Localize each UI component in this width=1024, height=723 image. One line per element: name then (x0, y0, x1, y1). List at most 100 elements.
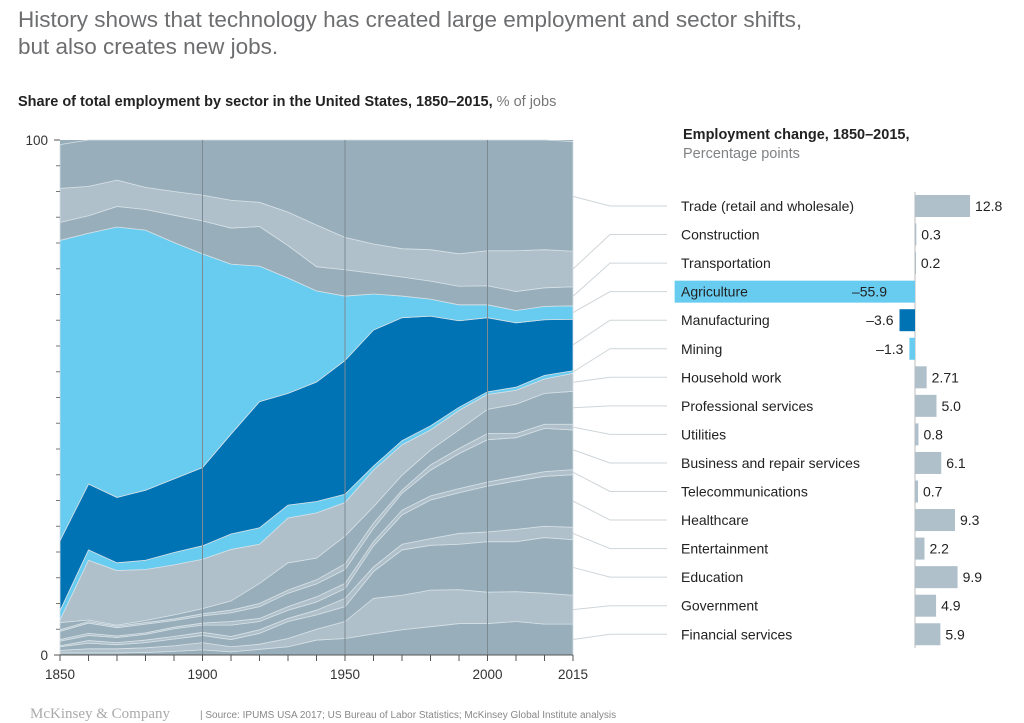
leader-line (572, 605, 667, 611)
bar-value-label: 5.9 (945, 626, 965, 642)
area-trade-retail-and-wholesale- (59, 139, 574, 255)
x-tick-label: 1850 (45, 667, 75, 682)
bar-category-label: Agriculture (681, 284, 748, 300)
bar-value-label: 2.2 (929, 541, 949, 557)
mckinsey-logo: McKinsey & Company (30, 706, 170, 722)
x-tick-label: 2000 (472, 667, 502, 682)
y-tick-label: 100 (25, 133, 48, 148)
bar-row: Professional services 5.0 (681, 394, 962, 417)
bar-row: Entertainment 2.2 (681, 537, 949, 560)
bar (909, 337, 915, 360)
stacked-area-plot (59, 139, 574, 656)
bar-category-label: Mining (681, 341, 722, 357)
bar (915, 480, 919, 503)
bar (899, 309, 915, 332)
x-tick-label: 2015 (558, 667, 588, 682)
bar-row: Telecommunications 0.7 (681, 480, 943, 503)
bar-category-label: Utilities (681, 426, 726, 442)
bar-value-label: 0.2 (921, 255, 941, 271)
bar-value-label: –55.9 (852, 284, 887, 300)
bar-value-label: 2.71 (932, 369, 959, 385)
leader-line (572, 195, 667, 207)
bar-row: Household work 2.71 (681, 366, 959, 389)
bar-value-label: 6.1 (946, 455, 966, 471)
bar (915, 509, 955, 532)
bar-value-label: 0.8 (923, 426, 943, 442)
bar (915, 566, 958, 589)
bar-row: Healthcare 9.3 (681, 509, 980, 532)
bar-chart-unit: Percentage points (683, 146, 800, 162)
leader-line (572, 471, 667, 492)
bar (915, 394, 937, 417)
bar (915, 537, 925, 560)
leader-line (572, 291, 667, 313)
bar-row: Business and repair services 6.1 (681, 451, 966, 474)
bar-value-label: 4.9 (941, 598, 961, 614)
bar-value-label: 0.7 (923, 484, 943, 500)
source-note: | Source: IPUMS USA 2017; US Bureau of L… (200, 710, 617, 721)
bar-row: Education 9.9 (681, 566, 983, 589)
leader-line (572, 500, 667, 521)
bar-category-label: Entertainment (681, 541, 768, 557)
bar-category-label: Household work (681, 369, 782, 385)
bar-category-label: Trade (retail and wholesale) (681, 198, 854, 214)
y-tick-label: 0 (40, 648, 48, 663)
leader-line (572, 319, 667, 346)
bar-value-label: 0.3 (921, 227, 941, 243)
bar-value-label: –3.6 (866, 312, 893, 328)
bar-row: Trade (retail and wholesale) 12.8 (681, 195, 1003, 217)
leader-line (572, 376, 667, 383)
area-chart-title: Share of total employment by sector in t… (18, 94, 493, 110)
chart-subtitle: Share of total employment by sector in t… (18, 94, 556, 110)
bar-value-label: 5.0 (942, 398, 962, 414)
bar-chart-title: Employment change, 1850–2015, (683, 127, 910, 143)
bar-value-label: –1.3 (876, 341, 903, 357)
bar-category-label: Telecommunications (681, 484, 808, 500)
bar-chart: Trade (retail and wholesale) 12.8 Construc… (674, 192, 1003, 648)
bar-category-label: Government (681, 598, 758, 614)
vertical-gridlines (202, 140, 488, 655)
bar-row: Transportation 0.2 (681, 252, 941, 275)
bar-value-label: 9.3 (960, 512, 980, 528)
bar-value-label: 9.9 (963, 569, 983, 585)
bar-row: Government 4.9 (681, 594, 961, 617)
bar (915, 252, 916, 275)
bar-category-label: Business and repair services (681, 455, 860, 471)
bar-chart-header: Employment change, 1850–2015, Percentage… (683, 126, 909, 164)
leader-line (572, 449, 667, 464)
footer: McKinsey & Company | Source: IPUMS USA 20… (30, 706, 616, 723)
leader-line (572, 234, 667, 270)
axes: 1850 1900 1950 2000 2015 0 100 (25, 133, 588, 682)
bar-category-label: Manufacturing (681, 312, 770, 328)
bar-category-label: Transportation (681, 255, 771, 271)
bar (915, 223, 917, 246)
bar-category-label: Construction (681, 227, 760, 243)
bar (915, 451, 942, 474)
bar (674, 280, 915, 303)
bar (915, 423, 919, 446)
headline: History shows that technology has create… (18, 7, 803, 59)
x-tick-label: 1950 (330, 667, 360, 682)
bar-category-label: Professional services (681, 398, 813, 414)
leader-line (572, 405, 667, 409)
bar-row: Utilities 0.8 (681, 423, 943, 446)
bar (915, 623, 941, 646)
bar-category-label: Financial services (681, 626, 792, 642)
bar (915, 366, 927, 389)
bar-row: Manufacturing –3.6 (681, 309, 915, 332)
bar-row: Financial services 5.9 (681, 623, 965, 646)
leader-line (572, 426, 667, 435)
leader-line (572, 348, 667, 373)
bar-value-label: 12.8 (975, 198, 1002, 214)
bar (915, 195, 971, 217)
leader-line (572, 532, 667, 550)
leader-lines (572, 195, 667, 641)
leader-line (572, 262, 667, 297)
bar-row: Mining –1.3 (681, 337, 915, 360)
bar-category-label: Healthcare (681, 512, 749, 528)
bar-row: Construction 0.3 (681, 223, 941, 246)
bar (915, 594, 937, 617)
x-tick-label: 1900 (187, 667, 217, 682)
bar-row: Agriculture –55.9 (674, 280, 915, 303)
